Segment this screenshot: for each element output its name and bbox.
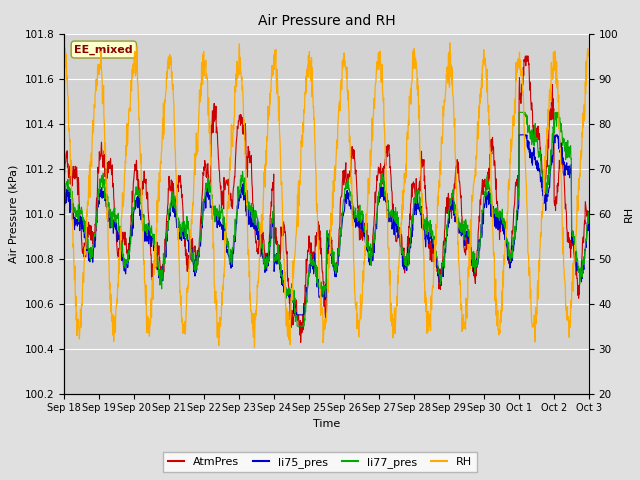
Legend: AtmPres, li75_pres, li77_pres, RH: AtmPres, li75_pres, li77_pres, RH — [163, 452, 477, 472]
Y-axis label: RH: RH — [624, 205, 634, 222]
Text: EE_mixed: EE_mixed — [74, 44, 133, 55]
X-axis label: Time: Time — [313, 419, 340, 429]
Y-axis label: Air Pressure (kPa): Air Pressure (kPa) — [9, 165, 19, 263]
Title: Air Pressure and RH: Air Pressure and RH — [257, 14, 396, 28]
